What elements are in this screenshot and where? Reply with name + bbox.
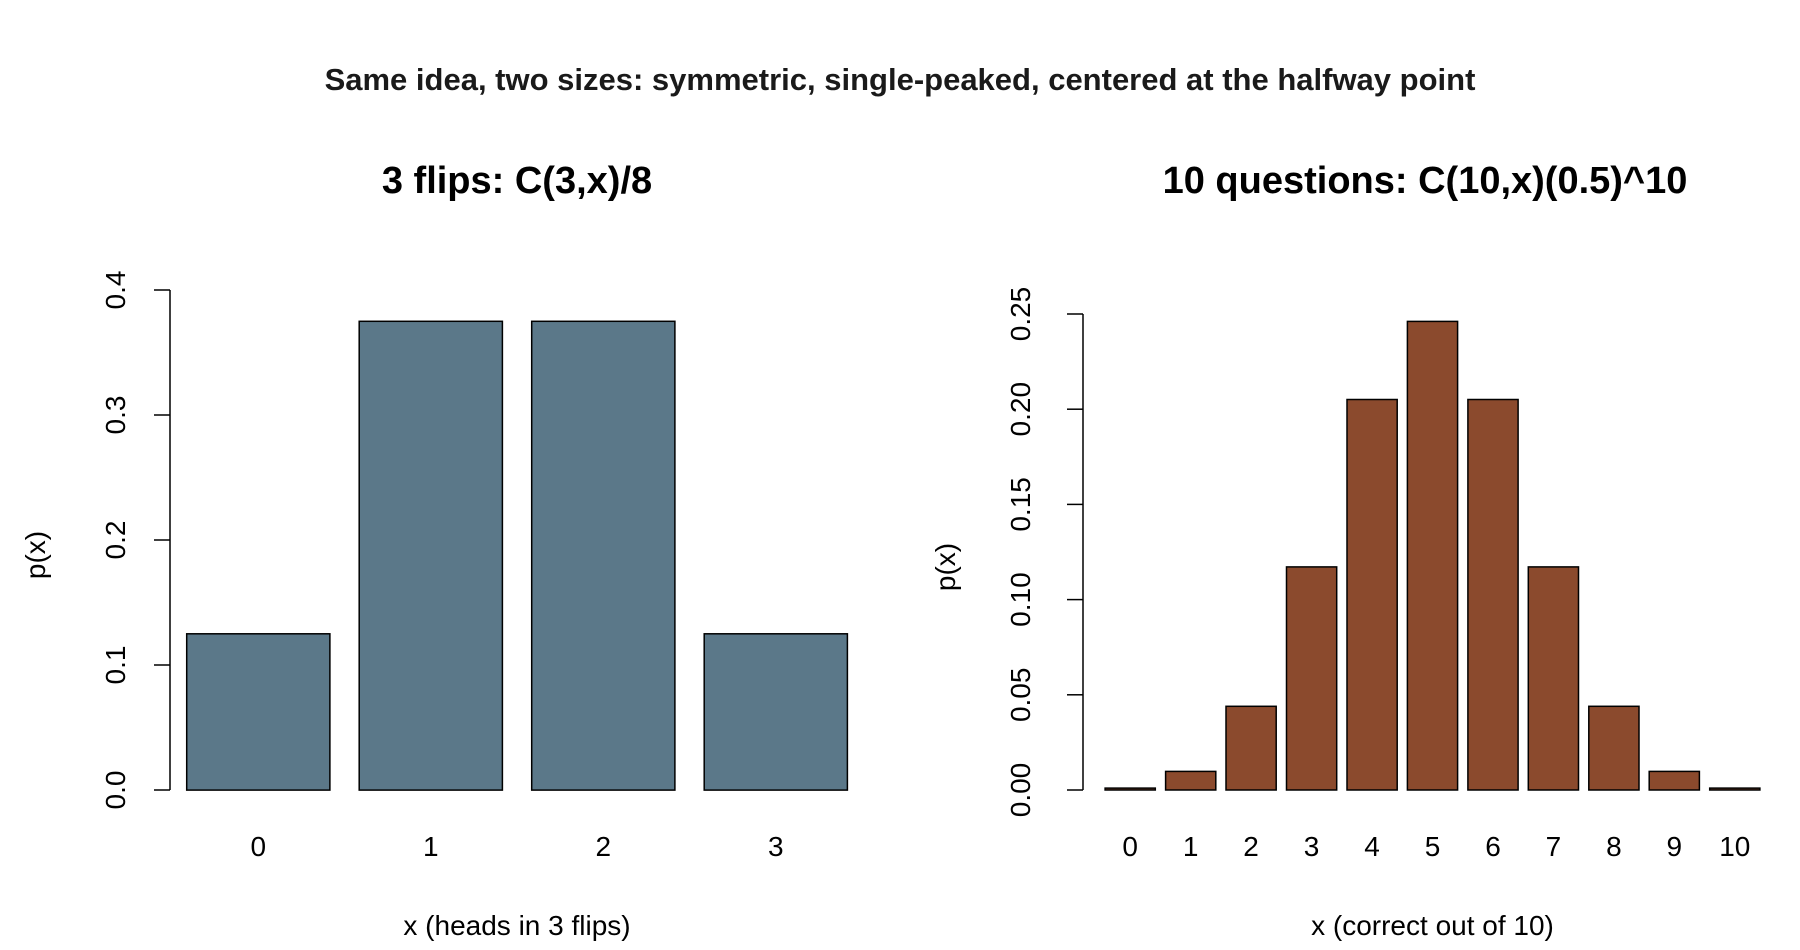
bar-0 <box>1104 787 1157 791</box>
x-tick-label: 10 <box>1719 831 1750 862</box>
y-tick-label: 0.25 <box>1005 287 1036 342</box>
y-tick-label: 0.15 <box>1005 477 1036 532</box>
x-tick-label: 3 <box>768 831 784 862</box>
bar-1 <box>1164 770 1217 791</box>
bar-3 <box>1285 566 1338 791</box>
bar-0 <box>185 633 331 791</box>
bar-9 <box>1648 770 1701 791</box>
bar-4 <box>1346 398 1398 791</box>
x-tick-label: 5 <box>1425 831 1441 862</box>
x-tick-label: 1 <box>1183 831 1199 862</box>
x-tick-label: 8 <box>1606 831 1622 862</box>
x-axis-label: x (heads in 3 flips) <box>403 910 630 941</box>
x-tick-label: 7 <box>1546 831 1562 862</box>
y-tick-label: 0.10 <box>1005 572 1036 627</box>
y-tick-label: 0.00 <box>1005 763 1036 818</box>
bar-1 <box>358 320 504 791</box>
x-tick-label: 6 <box>1485 831 1501 862</box>
x-tick-label: 2 <box>596 831 612 862</box>
x-tick-label: 9 <box>1667 831 1683 862</box>
y-axis-label: p(x) <box>20 531 51 579</box>
bar-10 <box>1708 787 1761 791</box>
chart-panel-questions: 10 questions: C(10,x)(0.5)^10 0 1 2 3 4 5 6 7 8 9 1… <box>930 160 1761 941</box>
y-tick-label: 0.20 <box>1005 382 1036 437</box>
x-tick-label: 0 <box>251 831 267 862</box>
x-tick-label: 4 <box>1364 831 1380 862</box>
bar-8 <box>1588 705 1640 791</box>
bar-3 <box>703 633 849 791</box>
y-axis-label: p(x) <box>930 543 961 591</box>
y-tick-label: 0.1 <box>100 646 131 685</box>
bar-6 <box>1467 398 1519 791</box>
x-tick-label: 1 <box>423 831 439 862</box>
chart-title: 3 flips: C(3,x)/8 <box>382 160 652 202</box>
y-tick-label: 0.4 <box>100 271 131 310</box>
bar-5 <box>1406 320 1459 791</box>
figure-suptitle: Same idea, two sizes: symmetric, single-… <box>325 62 1476 97</box>
x-tick-label: 0 <box>1122 831 1138 862</box>
chart-title: 10 questions: C(10,x)(0.5)^10 <box>1163 160 1688 202</box>
y-tick-label: 0.2 <box>100 521 131 560</box>
y-tick-label: 0.05 <box>1005 668 1036 723</box>
x-tick-label: 3 <box>1304 831 1320 862</box>
y-tick-label: 0.0 <box>100 771 131 810</box>
chart-panel-flips: 3 flips: C(3,x)/8 0 1 2 3 0.0 0.1 0.2 0.3 0.4 p(x)… <box>20 160 849 941</box>
y-tick-label: 0.3 <box>100 396 131 435</box>
bar-2 <box>530 320 676 791</box>
x-axis-label: x (correct out of 10) <box>1311 910 1554 941</box>
x-tick-label: 2 <box>1243 831 1259 862</box>
bar-2 <box>1225 705 1277 791</box>
bar-7 <box>1527 566 1580 791</box>
